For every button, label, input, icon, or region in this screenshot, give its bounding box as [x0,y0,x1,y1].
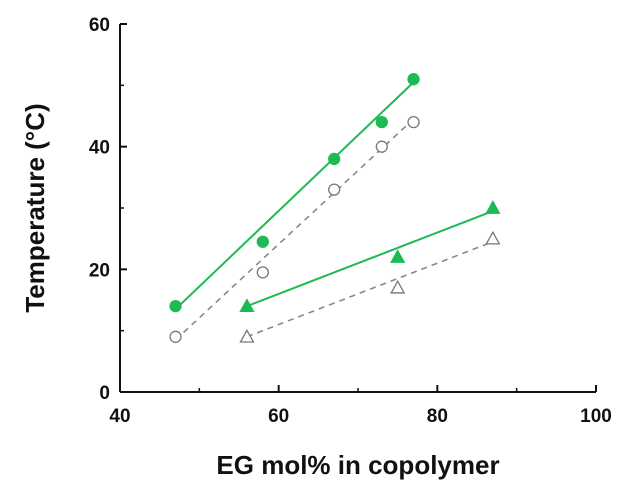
fit-line-4 [247,242,493,337]
point-circle [170,301,181,312]
point-triangle [486,202,499,214]
point-triangle [391,251,404,263]
fit-line-2 [176,119,414,340]
point-circle [257,267,268,278]
x-axis-label: EG mol% in copolymer [216,450,499,480]
y-tick-label: 20 [89,260,110,281]
y-tick-label: 60 [89,15,110,36]
y-tick-label: 40 [89,138,110,159]
x-tick-label: 40 [109,406,130,427]
y-axis-label: Temperature (°C) [20,103,50,312]
fit-line-1 [176,82,414,309]
point-circle [170,331,181,342]
fit-line-3 [247,211,493,306]
data-points [170,74,499,343]
point-triangle [391,281,404,293]
x-tick-label: 100 [580,406,612,427]
point-circle [408,74,419,85]
point-triangle [486,232,499,244]
point-circle [257,236,268,247]
y-tick-label: 0 [99,383,110,404]
fit-lines [176,82,493,340]
point-circle [329,184,340,195]
point-triangle [240,330,253,342]
point-triangle [240,300,253,312]
point-circle [376,141,387,152]
ticks: 40 60 80 100 0 20 40 60 [89,15,612,427]
x-tick-label: 80 [427,406,448,427]
point-circle [376,117,387,128]
point-circle [329,153,340,164]
x-tick-label: 60 [268,406,289,427]
axes [120,24,596,392]
point-circle [408,117,419,128]
